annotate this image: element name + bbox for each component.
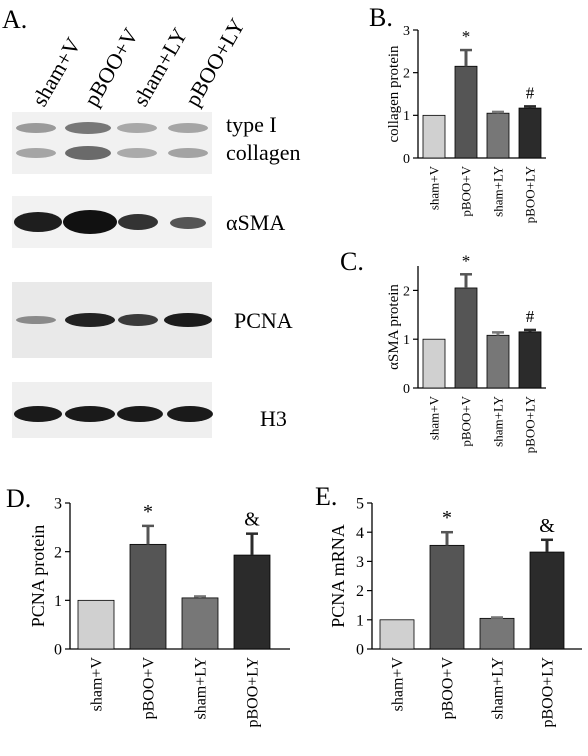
category-label-e-3: sham+LY <box>490 657 507 720</box>
significance-mark-d-2: * <box>143 501 153 523</box>
category-label-b-1: sham+V <box>427 165 442 210</box>
y-tick-label-e: 1 <box>356 612 364 629</box>
y-tick-label-c: 2 <box>403 284 410 299</box>
bar-e-2 <box>429 544 465 650</box>
chart-panel-e: E. 0 1 2 3 4 5 PCNA mRNA sham+V * pBOO+V sham+LY & pB… <box>315 482 582 728</box>
y-tick-label-b: 2 <box>403 67 410 82</box>
category-label-d-1: sham+V <box>89 657 106 712</box>
y-tick-label-e: 3 <box>356 554 364 571</box>
blot-type-i-collagen <box>12 112 212 174</box>
panel-e-label: E. <box>315 482 337 511</box>
category-label-b-2: pBOO+V <box>459 165 474 216</box>
y-axis-label-b: collagen protein <box>386 45 402 143</box>
y-axis-label-c: αSMA protein <box>386 284 402 370</box>
significance-mark-d-4: & <box>244 509 260 531</box>
blot-label-asma: αSMA <box>226 210 285 235</box>
blot-label-collagen: collagen <box>226 140 301 165</box>
panel-a-label: A. <box>2 5 27 34</box>
blot-label-type-i: type I <box>226 112 277 137</box>
y-tick-label-d: 2 <box>54 544 62 561</box>
panel-a: A. sham+V pBOO+V sham+LY pBOO+LY type I … <box>2 5 301 438</box>
bar-e-4 <box>529 551 565 650</box>
chart-panel-d: D. 0 1 2 3 PCNA protein sham+V * pBOO+V sham+LY & p… <box>6 484 290 728</box>
lane-label-1: sham+V <box>27 33 86 110</box>
y-tick-label-e: 4 <box>356 525 364 542</box>
bar-b-3 <box>486 112 510 159</box>
category-label-d-3: sham+LY <box>193 657 210 720</box>
bar-c-3 <box>486 334 510 389</box>
bar-b-1 <box>422 114 446 159</box>
category-label-b-4: pBOO+LY <box>523 165 538 223</box>
y-tick-label-c: 0 <box>403 382 410 397</box>
bar-c-2 <box>454 287 478 389</box>
y-tick-label-b: 0 <box>403 152 410 167</box>
y-tick-label-c: 1 <box>403 333 410 348</box>
category-label-c-4: pBOO+LY <box>523 395 538 453</box>
panel-d-label: D. <box>6 484 31 513</box>
y-axis-label-e: PCNA mRNA <box>328 524 348 628</box>
y-tick-label-b: 1 <box>403 109 410 124</box>
panel-c-label: C. <box>340 247 364 276</box>
y-tick-label-d: 1 <box>54 593 62 610</box>
significance-mark-e-2: * <box>442 507 452 529</box>
bar-e-3 <box>479 617 515 650</box>
significance-mark-c-4: # <box>526 307 535 326</box>
blot-asma <box>12 196 212 248</box>
category-label-d-2: pBOO+V <box>141 657 158 720</box>
bar-b-4 <box>518 107 542 159</box>
y-tick-label-d: 3 <box>54 496 62 513</box>
y-tick-label-e: 2 <box>356 583 364 600</box>
blot-h3 <box>12 382 213 438</box>
bar-d-3 <box>181 597 219 650</box>
significance-mark-e-4: & <box>539 515 555 537</box>
bar-d-2 <box>129 543 167 650</box>
blot-label-pcna: PCNA <box>234 308 293 333</box>
y-tick-label-e: 5 <box>356 496 364 513</box>
category-label-c-3: sham+LY <box>491 395 506 446</box>
category-label-c-2: pBOO+V <box>459 395 474 446</box>
bar-c-4 <box>518 331 542 389</box>
significance-mark-b-2: * <box>462 27 471 46</box>
lane-label-4: pBOO+LY <box>180 14 250 111</box>
category-label-b-3: sham+LY <box>491 165 506 216</box>
category-label-d-4: pBOO+LY <box>245 657 262 728</box>
blot-pcna <box>12 282 212 358</box>
category-label-e-2: pBOO+V <box>440 657 457 720</box>
bar-c-1 <box>422 338 446 389</box>
bar-d-1 <box>77 599 115 650</box>
blot-label-h3: H3 <box>260 406 287 431</box>
category-label-e-4: pBOO+LY <box>540 657 557 728</box>
y-tick-label-d: 0 <box>54 642 62 659</box>
significance-mark-b-4: # <box>526 83 535 102</box>
significance-mark-c-2: * <box>462 251 471 270</box>
y-tick-label-b: 3 <box>403 24 410 39</box>
category-label-c-1: sham+V <box>427 395 442 440</box>
bar-d-4 <box>233 554 271 650</box>
y-tick-label-e: 0 <box>356 642 364 659</box>
panel-b-label: B. <box>369 3 393 32</box>
bar-e-1 <box>379 619 415 650</box>
category-label-e-1: sham+V <box>390 657 407 712</box>
bar-b-2 <box>454 65 478 159</box>
y-axis-label-d: PCNA protein <box>28 525 48 628</box>
